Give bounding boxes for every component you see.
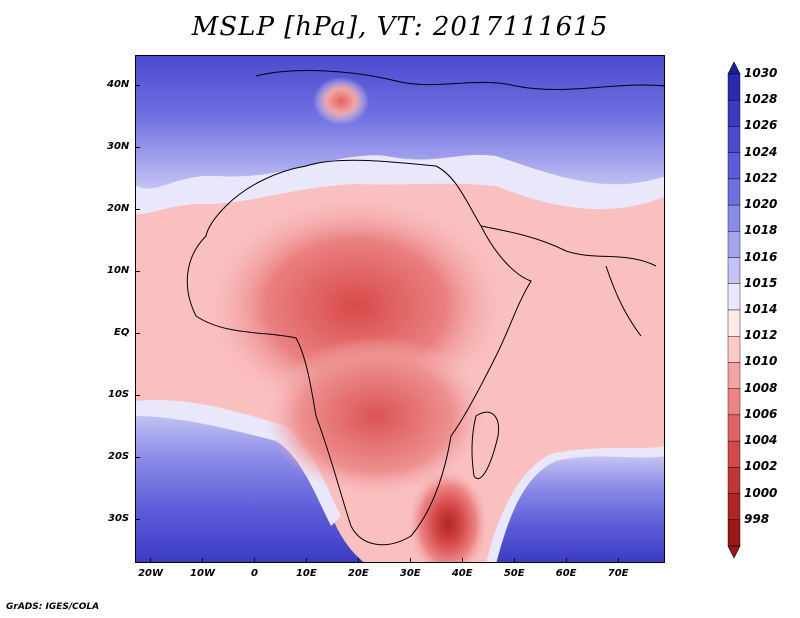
lon-tick-mark — [565, 558, 567, 563]
pressure-map — [135, 55, 665, 563]
lon-tick-mark — [461, 558, 463, 563]
lat-tick-label: 30N — [107, 140, 130, 152]
colorbar-level-label: 1006 — [744, 406, 778, 421]
lon-tick-label: 0 — [251, 568, 258, 579]
lat-tick-label: 10N — [107, 264, 130, 276]
lon-tick-mark — [513, 558, 515, 563]
colorbar-level-label: 1028 — [744, 92, 778, 107]
lat-tick-label: 30S — [108, 512, 130, 524]
colorbar-level-label: 1022 — [744, 170, 778, 185]
lat-tick-mark — [135, 209, 140, 211]
colorbar-level-label: 1018 — [744, 223, 778, 238]
colorbar-swatch — [727, 414, 741, 442]
colorbar-swatch — [727, 440, 741, 468]
lon-tick-label: 10E — [295, 568, 317, 579]
lon-tick-label: 60E — [555, 568, 577, 579]
colorbar-swatch — [727, 178, 741, 206]
colorbar-level-label: 1012 — [744, 328, 778, 343]
lon-tick-label: 20E — [347, 568, 369, 579]
credit-label: GrADS: IGES/COLA — [6, 602, 100, 612]
colorbar — [727, 61, 741, 559]
lon-tick-mark — [617, 558, 619, 563]
lon-tick-mark — [409, 558, 411, 563]
lon-tick-label: 50E — [503, 568, 525, 579]
colorbar-level-label: 1030 — [744, 66, 778, 80]
colorbar-swatch — [727, 73, 741, 101]
colorbar-level-label: 1002 — [744, 459, 778, 474]
colorbar-level-label: 1010 — [744, 354, 778, 369]
lat-tick-mark — [135, 519, 140, 521]
colorbar-level-label: 1016 — [744, 249, 778, 264]
lat-tick-mark — [135, 333, 140, 335]
colorbar-level-label: 1020 — [744, 197, 778, 212]
lat-tick-mark — [135, 85, 140, 87]
colorbar-level-label: 1026 — [744, 118, 778, 133]
lon-tick-label: 30E — [399, 568, 421, 579]
colorbar-level-label: 1015 — [744, 275, 778, 290]
lat-tick-mark — [135, 271, 140, 273]
map-title: MSLP [hPa], VT: 2017111615 — [191, 12, 609, 42]
lon-tick-label: 20W — [138, 568, 164, 579]
colorbar-level-label: 1024 — [744, 144, 778, 159]
colorbar-swatch — [727, 204, 741, 232]
lat-tick-label: 20S — [108, 450, 130, 462]
lon-tick-mark — [305, 558, 307, 563]
colorbar-swatch — [727, 100, 741, 127]
lat-tick-mark — [135, 147, 140, 149]
colorbar-level-label: 1000 — [744, 485, 778, 500]
lat-tick-label: EQ — [114, 326, 130, 338]
colorbar-swatch — [727, 362, 741, 389]
colorbar-swatch — [727, 309, 741, 337]
colorbar-level-label: 1014 — [744, 302, 778, 316]
lon-tick-mark — [202, 558, 204, 563]
lat-tick-label: 40N — [107, 78, 130, 90]
lon-tick-label: 40E — [451, 568, 473, 579]
colorbar-level-label: 1008 — [744, 380, 778, 395]
pressure-field — [136, 56, 664, 562]
colorbar-swatch — [727, 388, 741, 416]
colorbar-swatch — [727, 493, 741, 520]
colorbar-swatch — [727, 257, 741, 284]
colorbar-swatch — [727, 231, 741, 258]
lon-tick-label: 10W — [190, 568, 215, 579]
colorbar-level-label: 998 — [744, 511, 770, 526]
colorbar-level-label: 1004 — [744, 433, 778, 448]
colorbar-swatch — [727, 519, 741, 547]
lat-tick-mark — [135, 395, 140, 397]
colorbar-swatch — [727, 336, 741, 363]
colorbar-swatch — [727, 126, 741, 153]
lat-tick-mark — [135, 457, 140, 459]
colorbar-arrow-min — [727, 545, 741, 559]
lon-tick-mark — [254, 558, 255, 563]
colorbar-arrow-max — [727, 61, 741, 75]
colorbar-swatch — [727, 152, 741, 180]
lat-tick-label: 20N — [107, 202, 130, 214]
lon-tick-mark — [150, 558, 152, 563]
lat-tick-label: 10S — [108, 388, 130, 400]
lon-tick-label: 70E — [607, 568, 629, 579]
lon-tick-mark — [357, 558, 359, 563]
colorbar-swatch — [727, 467, 741, 494]
colorbar-swatch — [727, 283, 741, 311]
